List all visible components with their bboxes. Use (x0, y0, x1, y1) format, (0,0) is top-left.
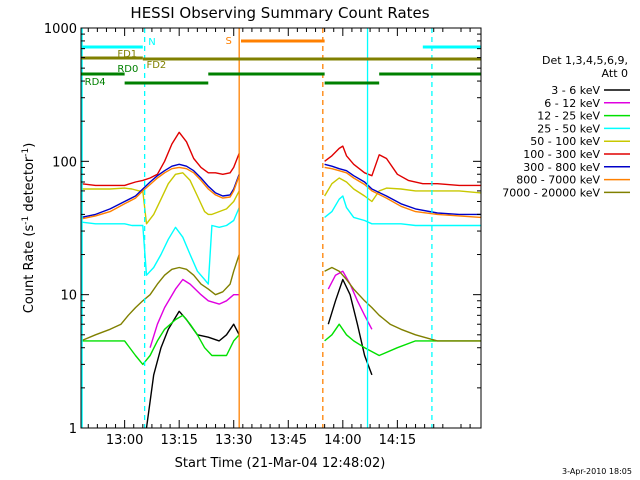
legend-header-1: Det 1,3,4,5,6,9, (542, 54, 628, 67)
legend-label-25-50-kev: 25 - 50 keV (537, 122, 600, 135)
series-800-7000-kev-line (80, 166, 240, 220)
chart-title: HESSI Observing Summary Count Rates (130, 4, 429, 22)
series-50-100-kev-line (81, 172, 240, 225)
series-3-6-kev-line (327, 278, 373, 376)
flag-fd2-label: FD2 (146, 60, 166, 71)
x-tick-label: 13:30 (215, 433, 252, 448)
y-axis-label-end: ) (22, 143, 37, 148)
x-tick-label: 13:15 (160, 433, 197, 448)
series-300-800-kev-line (324, 163, 481, 216)
flag-rd0-label: RD0 (117, 64, 138, 75)
legend-header-2: Att 0 (602, 67, 628, 80)
flag-rd4-label: RD4 (85, 77, 106, 88)
legend-label-7000-20000-kev: 7000 - 20000 keV (502, 186, 600, 199)
series-25-50-kev-line (80, 207, 240, 285)
y-axis-label-exp1: -1 (21, 216, 31, 225)
y-axis-label: Count Rate (s-1 detector-1) (21, 143, 37, 314)
plot-frame (80, 27, 482, 429)
legend-label-300-800-kev: 300 - 800 keV (523, 161, 600, 174)
vline-layer (81, 28, 433, 428)
series-100-300-kev-line (324, 145, 481, 187)
x-tick-label: 13:45 (270, 433, 307, 448)
series-800-7000-kev-line (324, 166, 482, 219)
legend-label-6-12-kev: 6 - 12 keV (544, 97, 600, 110)
series-layer (80, 131, 482, 429)
series-6-12-kev-line (327, 270, 373, 330)
flag-s-label: S (226, 36, 232, 47)
y-axis-label-main: Count Rate (s (22, 225, 37, 314)
legend-label-50-100-kev: 50 - 100 keV (530, 135, 600, 148)
series-7000-20000-kev-line (324, 266, 481, 342)
series-25-50-kev-line (324, 195, 481, 227)
y-tick-label: 100 (52, 155, 77, 170)
x-axis-label: Start Time (21-Mar-04 12:48:02) (175, 456, 386, 471)
series-6-12-kev-line (149, 278, 240, 348)
x-tick-label: 14:15 (379, 433, 416, 448)
legend-label-100-300-kev: 100 - 300 keV (523, 148, 600, 161)
x-tick-label: 14:00 (324, 433, 361, 448)
flag-layer: N S FD1 FD2 RD0 RD4 (81, 36, 481, 88)
x-tick-label: 13:00 (106, 433, 143, 448)
flag-fd1-label: FD1 (117, 49, 137, 60)
series-50-100-kev-line (323, 177, 482, 203)
y-tick-label: 1 (69, 422, 77, 437)
svg-text:Count Rate (s-1 detector-1): Count Rate (s-1 detector-1) (21, 143, 37, 314)
legend-label-12-25-kev: 12 - 25 keV (537, 110, 600, 123)
flag-n-label: N (148, 37, 155, 48)
series-12-25-kev-line (81, 314, 240, 366)
series-7000-20000-kev-line (80, 254, 240, 342)
axis-layer: 1 10 100 1000 13:00 13:15 13:30 13:45 14:00 14:15 (44, 22, 482, 448)
legend-label-3-6-kev: 3 - 6 keV (551, 84, 600, 97)
series-12-25-kev-line (324, 323, 481, 357)
y-axis-label-exp2: -1 (21, 148, 31, 157)
y-tick-label: 1000 (44, 22, 77, 37)
series-100-300-kev-line (80, 131, 240, 187)
timestamp: 3-Apr-2010 18:05 (562, 467, 632, 476)
legend-label-800-7000-kev: 800 - 7000 keV (516, 174, 600, 187)
y-tick-label: 10 (60, 289, 77, 304)
series-300-800-kev-line (80, 163, 240, 219)
y-axis-label-mid: detector (22, 156, 37, 216)
